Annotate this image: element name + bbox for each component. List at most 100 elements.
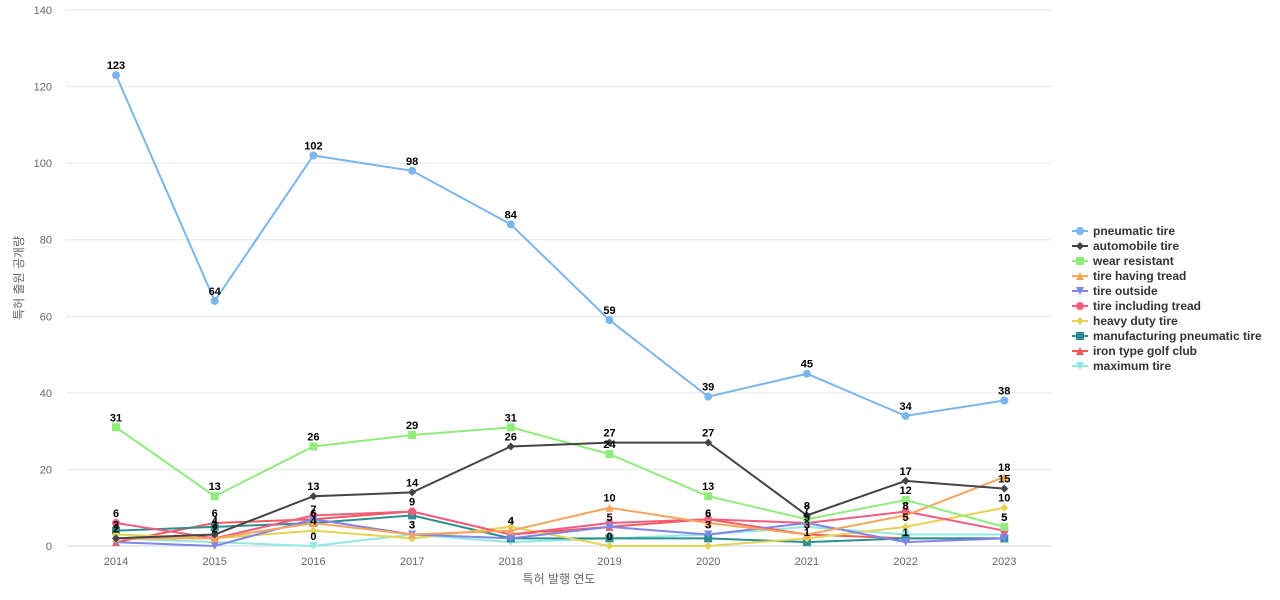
y-tick-label: 40 [40, 388, 52, 400]
data-point [901, 522, 910, 531]
legend-item[interactable]: manufacturing pneumatic tire [1072, 329, 1262, 343]
series-line [115, 514, 1005, 544]
data-point [802, 369, 811, 378]
legend-item[interactable]: pneumatic tire [1072, 224, 1175, 238]
data-point [1000, 522, 1009, 531]
data-label: 27 [702, 428, 714, 440]
legend-label: tire outside [1093, 284, 1158, 298]
data-point [506, 220, 515, 229]
data-label: 5 [903, 512, 909, 524]
legend-item[interactable]: iron type golf club [1072, 344, 1197, 358]
data-label: 31 [505, 412, 517, 424]
data-point [901, 476, 910, 485]
data-label: 5 [1001, 512, 1007, 524]
x-tick-label: 2023 [992, 556, 1016, 568]
x-tick-label: 2019 [597, 556, 621, 568]
data-label: 4 [310, 516, 317, 528]
data-label: 38 [998, 386, 1010, 398]
legend-marker [1076, 242, 1084, 250]
data-label: 3 [113, 520, 119, 532]
data-label: 4 [508, 516, 515, 528]
data-label: 7 [310, 504, 316, 516]
legend-item[interactable]: heavy duty tire [1072, 314, 1178, 328]
data-point [506, 423, 515, 432]
legend-item[interactable]: tire outside [1072, 284, 1158, 298]
x-axis-title: 특허 발행 연도 [523, 571, 596, 586]
data-label: 5 [606, 512, 612, 524]
y-axis-title: 특허 출원 공개량 [12, 236, 26, 320]
x-tick-label: 2014 [104, 556, 128, 568]
data-point [309, 492, 318, 501]
data-label: 26 [505, 431, 517, 443]
data-point [704, 530, 713, 539]
y-tick-label: 60 [40, 311, 52, 323]
data-label: 3 [409, 520, 415, 532]
data-label: 2 [113, 523, 119, 535]
data-label: 6 [212, 508, 218, 520]
legend-item[interactable]: wear resistant [1072, 254, 1174, 268]
data-label: 45 [801, 359, 813, 371]
data-point [605, 522, 614, 531]
series-automobile-tire [112, 438, 1009, 543]
data-label: 123 [107, 60, 125, 72]
legend-label: tire including tread [1093, 299, 1201, 313]
data-point [210, 530, 219, 539]
legend-item[interactable]: automobile tire [1072, 239, 1179, 253]
gridlines [66, 9, 1052, 547]
data-label: 8 [903, 500, 909, 512]
data-point [210, 296, 219, 305]
data-label: 4 [212, 516, 219, 528]
data-point [112, 519, 120, 528]
x-tick-label: 2018 [499, 556, 523, 568]
data-point [309, 542, 318, 550]
legend-label: tire having tread [1093, 269, 1186, 283]
series-pneumatic-tire [112, 71, 1009, 420]
data-label: 59 [603, 305, 615, 317]
data-label: 3 [409, 520, 415, 532]
data-label: 31 [110, 412, 122, 424]
y-tick-label: 100 [34, 158, 52, 170]
data-label: 3 [804, 520, 810, 532]
data-label: 2 [212, 523, 218, 535]
legend-marker [1076, 362, 1084, 370]
data-label: 98 [406, 156, 418, 168]
data-label: 12 [899, 485, 911, 497]
data-point [408, 507, 417, 516]
data-label: 5 [1001, 512, 1007, 524]
data-point [112, 534, 120, 543]
data-label: 102 [304, 140, 322, 152]
x-axis-ticks: 2014 2015 2016 2017 2018 2019 2020 2021 2022 2023 [104, 556, 1017, 568]
data-point [901, 496, 910, 505]
data-label: 6 [705, 508, 711, 520]
data-label: 29 [406, 420, 418, 432]
data-label: 10 [603, 493, 615, 505]
legend-item[interactable]: tire including tread [1072, 299, 1201, 313]
data-label: 39 [702, 382, 714, 394]
data-label: 27 [603, 428, 615, 440]
legend-marker [1076, 317, 1084, 325]
data-point [506, 442, 515, 451]
data-label: 9 [409, 497, 415, 509]
data-point [309, 151, 318, 160]
series-line [115, 74, 1005, 417]
x-tick-label: 2021 [795, 556, 819, 568]
data-label: 5 [804, 512, 810, 524]
data-point [802, 511, 811, 520]
data-point [605, 450, 614, 459]
data-point [210, 492, 219, 501]
data-label: 2 [113, 523, 119, 535]
y-tick-label: 120 [34, 82, 52, 94]
legend-marker [1076, 332, 1084, 340]
legend-label: iron type golf club [1093, 344, 1197, 358]
data-label: 34 [899, 401, 912, 413]
legend-item[interactable]: tire having tread [1072, 269, 1186, 283]
data-point [506, 534, 515, 543]
data-label: 8 [903, 500, 909, 512]
data-point [1000, 503, 1009, 512]
data-point [506, 526, 515, 535]
data-point [704, 492, 713, 501]
legend-item[interactable]: maximum tire [1072, 359, 1171, 373]
series-line [115, 441, 1005, 540]
data-label: 6 [113, 508, 119, 520]
